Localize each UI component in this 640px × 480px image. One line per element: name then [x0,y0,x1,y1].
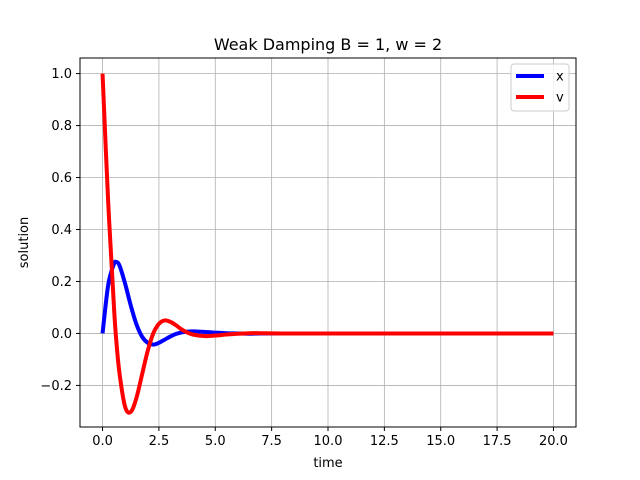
legend-label-v: v [556,91,564,106]
x-tick-label: 20.0 [539,434,568,449]
y-tick-label: 0.8 [51,119,72,134]
x-tick-label: 12.5 [370,434,399,449]
x-tick-label: 10.0 [314,434,343,449]
y-tick-label: 0.2 [51,275,72,290]
y-tick-label: 0.4 [51,223,72,238]
ticks: 0.0 2.5 5.0 7.5 10.0 12.5 15.0 17.5 20.0 −0.2 0.0 0… [40,67,568,449]
x-tick-label: 7.5 [261,434,282,449]
legend: xv [510,63,570,112]
x-tick-label: 15.0 [426,434,455,449]
plot-lines [100,73,554,415]
y-tick-label: 0.0 [51,327,72,342]
x-tick-label: 0.0 [92,434,113,449]
x-tick-label: 17.5 [483,434,512,449]
y-axis-label: solution [17,217,32,268]
y-tick-label: −0.2 [40,379,72,394]
chart-title: Weak Damping B = 1, w = 2 [214,35,442,54]
x-axis-label: time [313,456,342,471]
x-tick-label: 2.5 [149,434,170,449]
series-line-v [100,73,554,415]
legend-label-x: x [556,70,564,85]
y-tick-label: 0.6 [51,171,72,186]
y-tick-label: 1.0 [51,67,72,82]
x-tick-label: 5.0 [205,434,226,449]
